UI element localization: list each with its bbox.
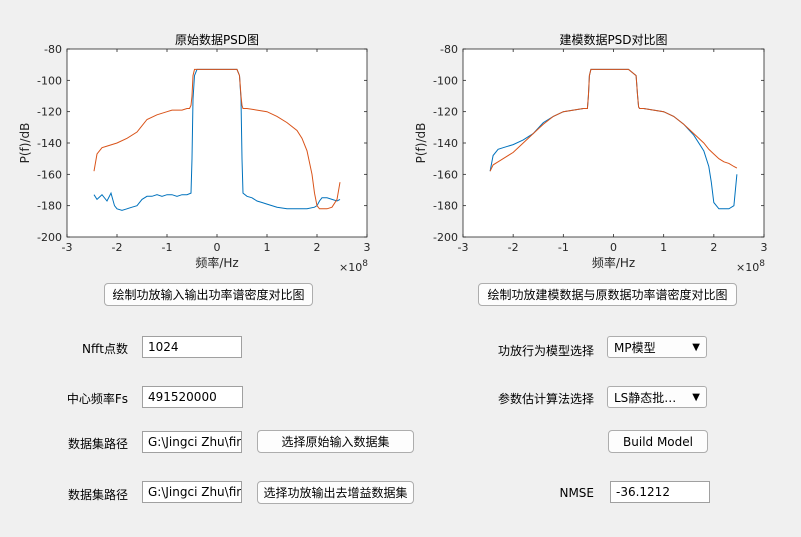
- x-tick-label: 3: [364, 241, 371, 254]
- psd-chart-model: -3 -2 -1 0 1 2 3 -200 -180 -160 -140 -120 -100 -80 建模数…: [414, 32, 768, 274]
- y-tick-label: -120: [433, 106, 458, 119]
- build-model-button[interactable]: Build Model: [608, 430, 708, 453]
- x-exponent-label: ×108: [339, 259, 368, 274]
- y-tick-label: -160: [37, 168, 62, 181]
- nmse-label: NMSE: [559, 486, 594, 500]
- nfft-label: Nfft点数: [82, 342, 128, 356]
- model-select-label: 功放行为模型选择: [497, 344, 594, 358]
- chevron-down-icon: ▼: [692, 341, 700, 353]
- y-tick-label: -140: [433, 137, 458, 150]
- x-tick-label: 0: [610, 241, 617, 254]
- plot-model-compare-psd-button[interactable]: 绘制功放建模数据与原数据功率谱密度对比图: [478, 283, 737, 306]
- x-tick-label: -3: [62, 241, 73, 254]
- dataset-path-input-2[interactable]: G:\Jingci Zhu\fina: [142, 481, 242, 503]
- center-freq-input[interactable]: 491520000: [142, 386, 243, 408]
- x-tick-label: 1: [264, 241, 271, 254]
- algo-select-value: LS静态批…: [614, 390, 677, 405]
- psd-chart-original: -3 -2 -1 0 1 2 3 -200 -180 -160 -140 -120 -100 -80 原始数…: [18, 32, 371, 274]
- series-line-1: [489, 68, 738, 172]
- center-freq-label: 中心频率Fs: [66, 392, 128, 406]
- x-tick-label: -1: [558, 241, 569, 254]
- chart-title: 建模数据PSD对比图: [559, 32, 667, 47]
- x-tick-label: -2: [112, 241, 123, 254]
- y-tick-label: -120: [37, 106, 62, 119]
- series-line-1: [93, 68, 341, 210]
- nmse-output[interactable]: -36.1212: [610, 481, 710, 503]
- x-tick-label: 1: [660, 241, 667, 254]
- chevron-down-icon: ▼: [692, 391, 700, 403]
- y-tick-label: -180: [37, 200, 62, 213]
- y-axis-label: P(f)/dB: [414, 123, 428, 164]
- x-tick-label: -3: [458, 241, 469, 254]
- chart-title: 原始数据PSD图: [175, 32, 259, 47]
- x-tick-label: 2: [710, 241, 717, 254]
- x-tick-label: -2: [508, 241, 519, 254]
- x-axis-label: 频率/Hz: [195, 255, 238, 270]
- y-tick-label: -80: [440, 43, 458, 56]
- plot-input-output-psd-button[interactable]: 绘制功放输入输出功率谱密度对比图: [104, 283, 313, 306]
- x-tick-label: -1: [162, 241, 173, 254]
- model-select-dropdown[interactable]: MP模型 ▼: [607, 336, 707, 358]
- y-tick-label: -80: [44, 43, 62, 56]
- algo-select-dropdown[interactable]: LS静态批… ▼: [607, 386, 707, 408]
- x-tick-label: 0: [214, 241, 221, 254]
- algo-select-label: 参数估计算法选择: [497, 392, 594, 406]
- y-tick-label: -160: [433, 168, 458, 181]
- x-tick-label: 2: [314, 241, 321, 254]
- x-axis-label: 频率/Hz: [592, 255, 635, 270]
- y-tick-label: -140: [37, 137, 62, 150]
- x-exponent-label: ×108: [736, 259, 765, 274]
- nfft-input[interactable]: 1024: [142, 336, 242, 358]
- y-tick-label: -200: [37, 231, 62, 244]
- y-tick-label: -200: [433, 231, 458, 244]
- dataset-path-label-2: 数据集路径: [67, 488, 128, 502]
- y-tick-label: -100: [37, 74, 62, 87]
- x-tick-label: 3: [761, 241, 768, 254]
- y-tick-label: -100: [433, 74, 458, 87]
- select-input-dataset-button[interactable]: 选择原始输入数据集: [257, 430, 414, 453]
- select-output-dataset-button[interactable]: 选择功放输出去增益数据集: [257, 481, 414, 504]
- y-axis-label: P(f)/dB: [18, 123, 32, 164]
- y-tick-label: -180: [433, 200, 458, 213]
- dataset-path-input-1[interactable]: G:\Jingci Zhu\fina: [142, 431, 242, 453]
- model-select-value: MP模型: [614, 340, 656, 355]
- dataset-path-label-1: 数据集路径: [67, 437, 128, 451]
